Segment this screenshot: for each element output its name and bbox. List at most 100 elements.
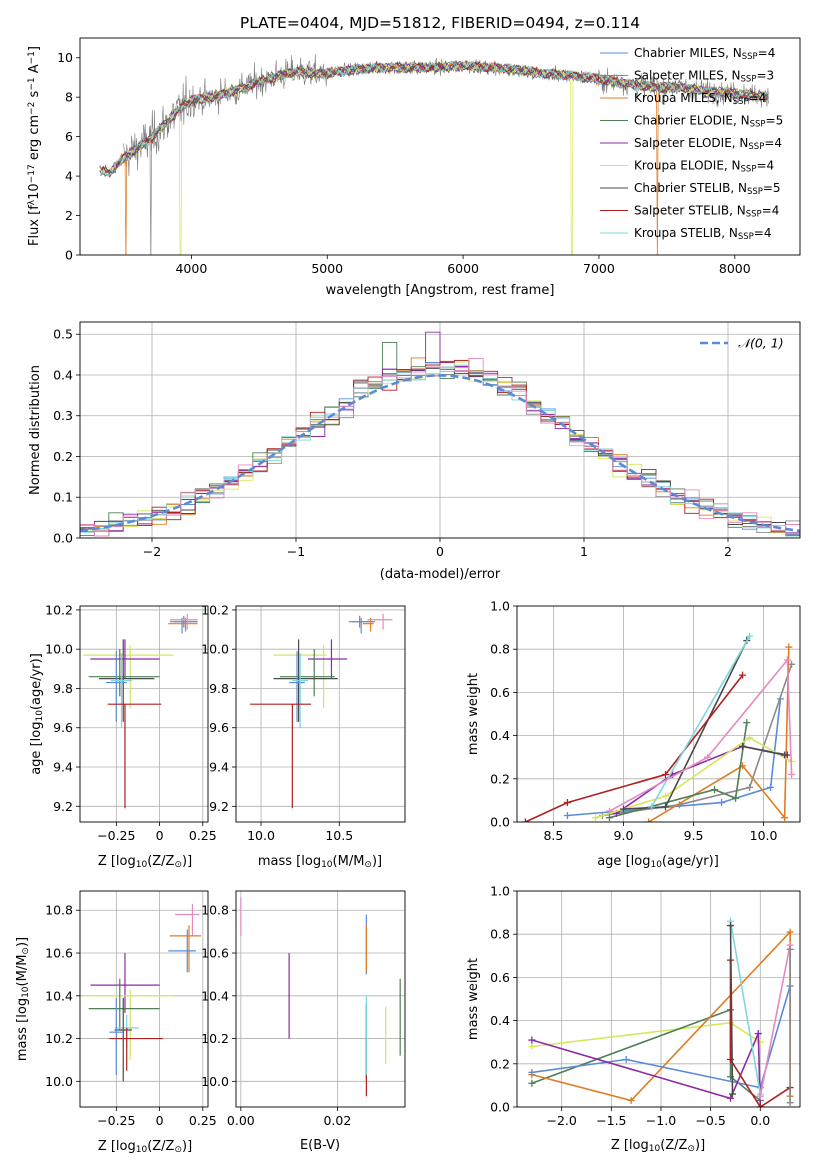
y-tick-label: 10.0 — [45, 1074, 73, 1089]
plot-area — [80, 606, 208, 822]
weight-marker — [711, 786, 719, 794]
legend-count: =4 — [758, 46, 776, 60]
x-tick-label: −2.0 — [547, 1113, 577, 1128]
weight-marker — [786, 928, 794, 936]
y-tick-label: 0 — [65, 248, 73, 263]
x-tick-label: 8000 — [719, 261, 751, 276]
weight-vs-Z-ylabel: mass weight — [466, 958, 481, 1040]
legend-count: =5 — [766, 114, 784, 128]
legend-count: =4 — [764, 136, 782, 150]
legend-sub: SSP — [741, 75, 757, 85]
legend-count: =3 — [756, 69, 774, 83]
weight-marker — [627, 1097, 635, 1105]
weight-marker — [591, 814, 599, 822]
spectrum-ylabel-part: 10 — [27, 183, 42, 200]
y-tick-label: 1.0 — [490, 599, 510, 614]
x-tick-label: −1.5 — [596, 1113, 626, 1128]
y-tick-label: 10.0 — [201, 642, 229, 657]
y-tick-label: 9.4 — [209, 760, 229, 775]
y-tick-label: 10.4 — [201, 988, 229, 1003]
weight-marker — [732, 794, 740, 802]
x-tick-label: 0.25 — [189, 828, 217, 843]
legend-sub: SSP — [742, 52, 758, 62]
weight-line-7 — [525, 674, 744, 822]
plot-area — [80, 322, 800, 538]
normal-curve — [80, 374, 800, 533]
x-tick-label: −1.0 — [646, 1113, 676, 1128]
legend-label: Salpeter MILES, NSSP=3 — [634, 69, 774, 85]
weight-line-6 — [729, 921, 762, 1095]
weight-marker — [647, 803, 655, 811]
weight-marker — [743, 719, 751, 727]
x-tick-label: 10.0 — [750, 828, 778, 843]
weight-marker — [528, 1043, 536, 1051]
x-tick-label: 5000 — [311, 261, 343, 276]
legend-count: =4 — [754, 226, 772, 240]
spectrum-ylabel-part: Flux [f — [27, 205, 42, 246]
x-tick-label: −0.25 — [97, 1113, 135, 1128]
weight-vs-Z-xlabel-part: 10 — [649, 1144, 661, 1154]
weight-marker — [786, 945, 794, 953]
axes-frame — [79, 37, 801, 256]
x-tick-label: 0 — [436, 544, 444, 559]
y-tick-label: 9.4 — [53, 760, 73, 775]
weight-marker — [746, 632, 754, 640]
mass-vs-Z-xlabel-part: ⊙ — [174, 1145, 182, 1155]
legend-label: Salpeter ELODIE, NSSP=4 — [634, 136, 782, 152]
weight-marker — [605, 814, 613, 822]
spectrum-xlabel: wavelength [Angstrom, rest frame] — [326, 283, 555, 298]
weight-marker — [788, 770, 796, 778]
y-tick-label: 0.0 — [490, 815, 510, 830]
axes-frame — [516, 890, 801, 1108]
weight-marker — [754, 1030, 762, 1038]
mass-vs-Z-ylabel-part: (M/M — [15, 955, 30, 987]
histogram-7 — [80, 359, 800, 536]
axes-mass-vs-Z: −0.25 0 0.25 10.0 10.2 10.4 10.6 10.8 — [45, 890, 217, 1128]
axes-frame — [79, 890, 209, 1108]
y-tick-label: 9.2 — [209, 799, 229, 814]
age-vs-Z-xlabel: Z [log10(Z/Z⊙)] — [98, 854, 192, 870]
x-tick-label: −0.25 — [97, 828, 135, 843]
plot-area — [236, 891, 405, 1107]
weight-line-5 — [595, 736, 792, 819]
y-tick-label: 10.8 — [201, 903, 229, 918]
weight-marker — [662, 770, 670, 778]
weight-line-7 — [729, 925, 734, 1095]
weight-marker — [739, 671, 747, 679]
y-tick-label: 0.0 — [53, 531, 73, 546]
legend-name: Kroupa ELODIE, N — [634, 159, 741, 173]
residual-ylabel: Normed distribution — [28, 365, 43, 495]
weight-marker — [756, 1092, 764, 1100]
mass-vs-ebv-xlabel: E(B-V) — [300, 1138, 340, 1153]
y-tick-label: 2 — [65, 208, 73, 223]
y-tick-label: 10 — [57, 50, 73, 65]
legend-label: Kroupa STELIB, NSSP=4 — [634, 226, 772, 242]
legend-count: =5 — [763, 181, 781, 195]
weight-marker — [521, 818, 529, 822]
y-tick-label: 0.8 — [490, 927, 510, 942]
weight-marker — [563, 812, 571, 820]
axes-mass-vs-ebv: 0.00 0.02 10.0 10.2 10.4 10.6 10.8 — [201, 890, 406, 1128]
weight-marker — [756, 1103, 764, 1107]
spectrum-ylabel-part: −1 — [27, 77, 37, 90]
legend-count: =4 — [756, 159, 774, 173]
weight-vs-age-xlabel-part: 10 — [650, 860, 662, 870]
age-vs-Z-xlabel-part: Z [log — [98, 854, 136, 869]
weight-line-3 — [531, 985, 791, 1089]
mass-vs-Z-xlabel-part: 10 — [136, 1145, 148, 1155]
y-tick-label: 0.4 — [53, 367, 73, 382]
weight-marker — [528, 1036, 536, 1044]
weight-marker — [563, 799, 571, 807]
legend-label: Chabrier ELODIE, NSSP=5 — [634, 114, 783, 130]
model-line-8 — [102, 60, 769, 178]
mass-vs-Z-ylabel: mass [log10(M/M⊙)] — [15, 937, 31, 1061]
weight-line-3 — [609, 722, 748, 819]
weight-line-1 — [602, 664, 793, 817]
weight-line-0 — [531, 1021, 761, 1048]
spectrum-ylabel-part: −17 — [27, 164, 37, 183]
axes-frame — [79, 321, 801, 539]
weight-marker — [726, 922, 734, 930]
